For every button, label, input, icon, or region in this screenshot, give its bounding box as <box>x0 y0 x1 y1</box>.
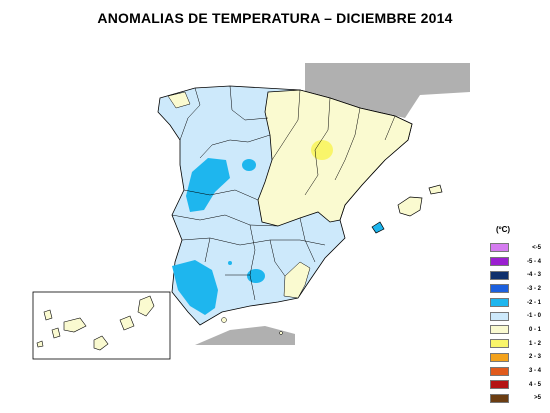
legend-item: <-5 <box>490 241 541 255</box>
legend-swatch <box>490 270 509 280</box>
region-0-1-northwest <box>167 91 191 109</box>
legend-label: -3 - 2 <box>526 285 541 292</box>
legend-item: -4 - 3 <box>490 268 541 282</box>
legend-rows: <-5 -5 - 4 -4 - 3 -3 - 2 -2 - 1 -1 - 0 0 - 1 1 … <box>490 241 541 405</box>
legend-item: -2 - 1 <box>490 296 541 310</box>
melilla <box>279 331 283 335</box>
balearic-menorca <box>428 184 443 195</box>
legend-unit: (ºC) <box>496 225 511 234</box>
legend-swatch <box>490 366 509 376</box>
legend-swatch <box>490 311 509 321</box>
region-neg2-1-andalusia <box>247 269 265 283</box>
legend-item: -1 - 0 <box>490 309 541 323</box>
legend-item: -3 - 2 <box>490 282 541 296</box>
legend-item: -5 - 4 <box>490 255 541 269</box>
africa-land <box>195 326 295 345</box>
legend-item: >5 <box>490 392 541 406</box>
region-neg2-1-west <box>186 158 230 212</box>
region-0-1-southeast <box>283 261 311 299</box>
legend-swatch <box>490 352 509 362</box>
region-0-1-east <box>257 89 413 227</box>
region-neg2-1-dot <box>228 261 232 265</box>
balearic-mallorca <box>397 196 423 217</box>
region-neg2-1-south <box>172 260 218 315</box>
legend-swatch <box>490 325 509 335</box>
legend-label: -4 - 3 <box>526 272 541 279</box>
legend-item: 4 - 5 <box>490 378 541 392</box>
province-borders <box>171 85 396 301</box>
legend-label: 1 - 2 <box>528 340 541 347</box>
legend-label: <-5 <box>532 244 541 251</box>
legend-label: -1 - 0 <box>526 313 541 320</box>
legend-swatch <box>490 298 509 308</box>
region-1-2 <box>311 140 333 160</box>
legend-swatch <box>490 393 509 403</box>
legend-swatch <box>490 339 509 349</box>
legend-item: 3 - 4 <box>490 364 541 378</box>
legend-swatch <box>490 257 509 267</box>
legend-label: 3 - 4 <box>528 368 541 375</box>
legend-item: 2 - 3 <box>490 351 541 365</box>
legend-label: 2 - 3 <box>528 354 541 361</box>
legend-swatch <box>490 284 509 294</box>
legend-swatch <box>490 243 509 253</box>
legend-label: -5 - 4 <box>526 258 541 265</box>
legend-item: 0 - 1 <box>490 323 541 337</box>
region-neg2-1-centre <box>242 159 256 171</box>
legend-swatch <box>490 380 509 390</box>
legend-label: >5 <box>534 395 541 402</box>
legend-label: -2 - 1 <box>526 299 541 306</box>
map-title: ANOMALIAS DE TEMPERATURA – DICIEMBRE 201… <box>97 10 453 26</box>
ceuta <box>221 317 227 323</box>
canary-islands <box>36 295 155 351</box>
legend-label: 4 - 5 <box>528 381 541 388</box>
legend-item: 1 - 2 <box>490 337 541 351</box>
balearic-ibiza <box>371 221 385 234</box>
legend: (ºC) <-5 -5 - 4 -4 - 3 -3 - 2 -2 - 1 -1 - 0 0 … <box>490 225 541 405</box>
legend-label: 0 - 1 <box>528 326 541 333</box>
